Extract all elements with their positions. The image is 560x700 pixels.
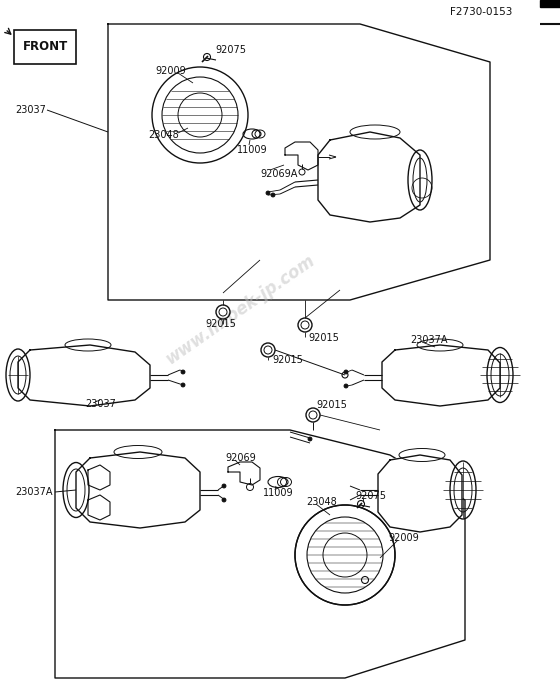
Circle shape	[344, 370, 348, 374]
Polygon shape	[108, 24, 490, 300]
Polygon shape	[318, 132, 420, 222]
Text: 92075: 92075	[355, 491, 386, 501]
Text: 92009: 92009	[155, 66, 186, 76]
Polygon shape	[76, 452, 200, 528]
Polygon shape	[88, 465, 110, 490]
Text: 11009: 11009	[237, 145, 268, 155]
Text: 92069: 92069	[225, 453, 256, 463]
Circle shape	[266, 191, 270, 195]
Text: F2730-0153: F2730-0153	[450, 7, 512, 17]
Circle shape	[222, 484, 226, 488]
Polygon shape	[540, 0, 560, 7]
Polygon shape	[382, 345, 500, 406]
Text: 23037A: 23037A	[15, 487, 53, 497]
Text: 92015: 92015	[316, 400, 347, 410]
Text: 92069A: 92069A	[260, 169, 297, 179]
Text: 23037: 23037	[15, 105, 46, 115]
Text: 92009: 92009	[388, 533, 419, 543]
Polygon shape	[88, 495, 110, 520]
Text: 92015: 92015	[205, 319, 236, 329]
Circle shape	[222, 498, 226, 502]
Circle shape	[271, 193, 275, 197]
Circle shape	[181, 383, 185, 387]
Text: 11009: 11009	[263, 488, 293, 498]
Text: 23048: 23048	[306, 497, 337, 507]
Polygon shape	[378, 455, 462, 532]
Text: 92075: 92075	[215, 45, 246, 55]
Text: FRONT: FRONT	[22, 41, 68, 53]
Circle shape	[344, 384, 348, 388]
Text: 23048: 23048	[148, 130, 179, 140]
Polygon shape	[228, 462, 260, 485]
Text: www.impek-jp.com: www.impek-jp.com	[162, 251, 318, 368]
FancyBboxPatch shape	[14, 30, 76, 64]
Polygon shape	[285, 142, 318, 170]
Circle shape	[308, 437, 312, 441]
Polygon shape	[18, 345, 150, 406]
Text: 92015: 92015	[272, 355, 303, 365]
Text: 23037: 23037	[85, 399, 116, 409]
Text: 92015: 92015	[308, 333, 339, 343]
Text: 23037A: 23037A	[410, 335, 447, 345]
Circle shape	[181, 370, 185, 374]
Polygon shape	[55, 430, 465, 678]
